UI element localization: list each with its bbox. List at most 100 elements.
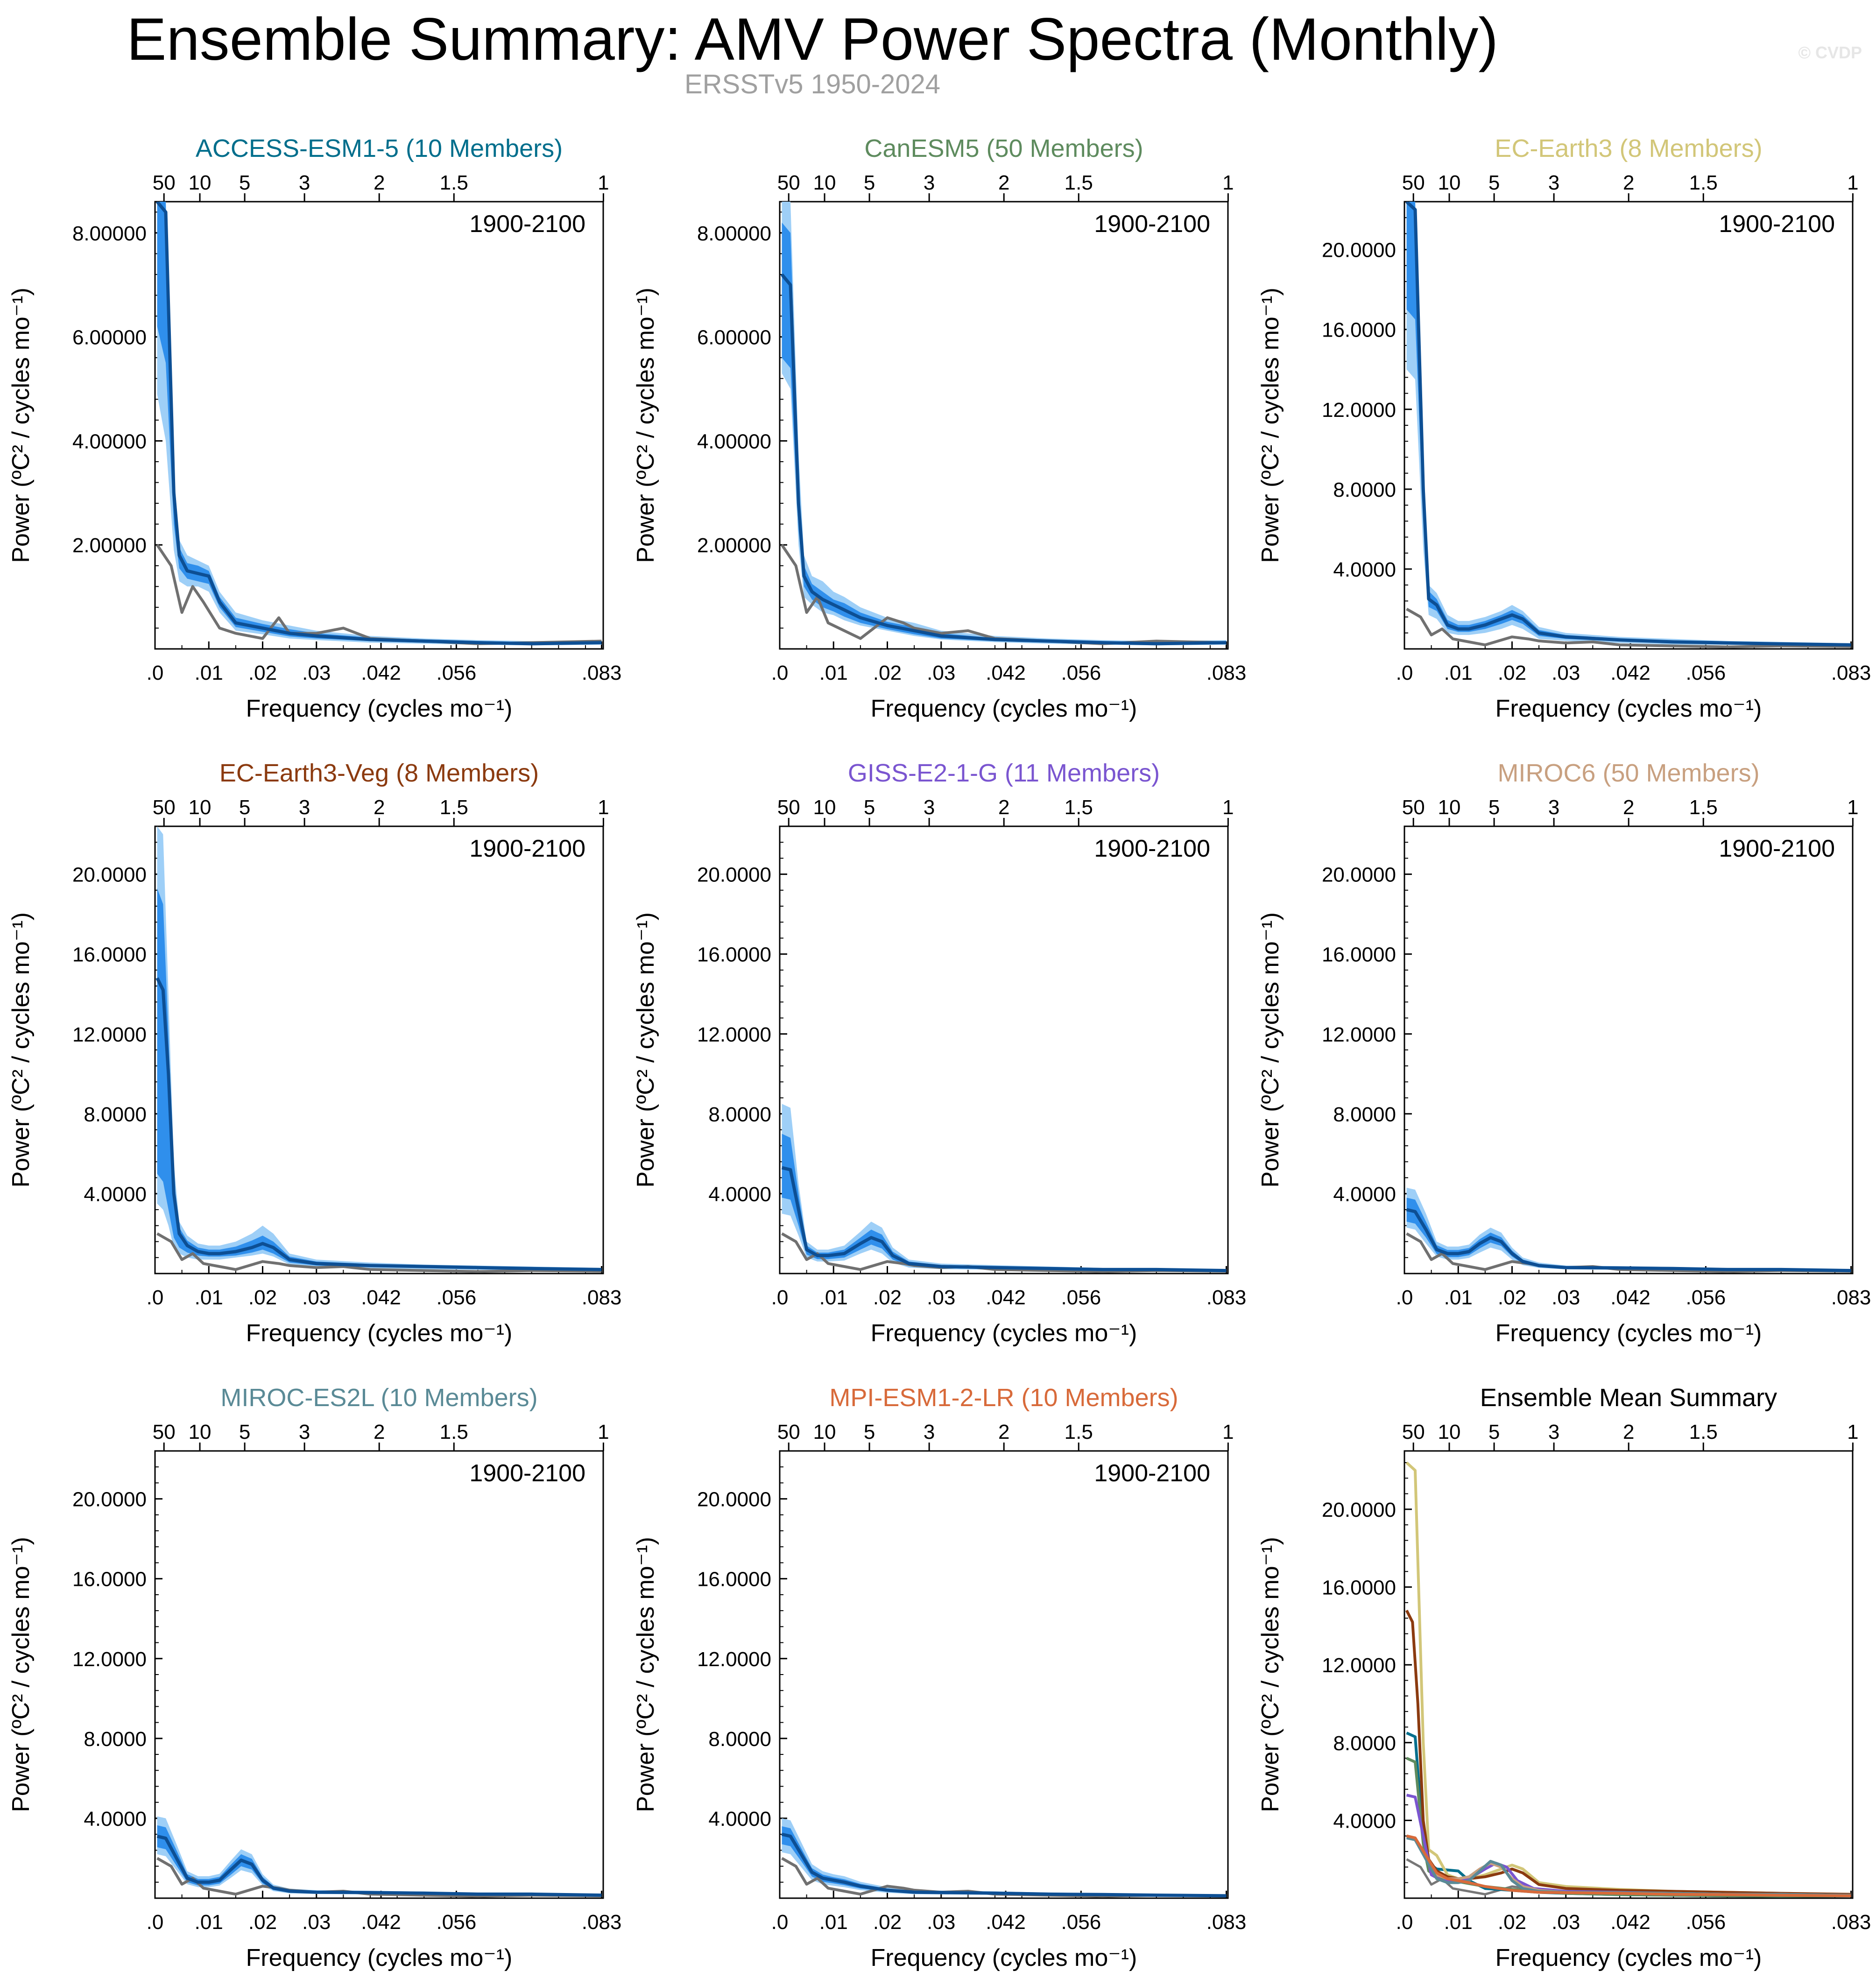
top-tick-label: 2 bbox=[374, 796, 385, 819]
chart-panel-9: Ensemble Mean Summary .0 .01 .02 .03 .042 .056… bbox=[1257, 1384, 1871, 1971]
x-axis-label: Frequency (cycles mo⁻¹) bbox=[1495, 1320, 1762, 1347]
y-axis-label: Power (ºC² / cycles mo⁻¹) bbox=[7, 912, 35, 1188]
x-tick-label: .02 bbox=[248, 1286, 277, 1309]
top-tick-label: 3 bbox=[924, 1421, 935, 1443]
x-tick-label: .01 bbox=[1444, 1286, 1473, 1309]
ensemble-mean-line bbox=[156, 1834, 602, 1897]
period-label: 1900-2100 bbox=[469, 1460, 585, 1487]
top-tick-label: 10 bbox=[1438, 171, 1461, 194]
top-tick-label: 5 bbox=[239, 796, 250, 819]
x-tick-label: .042 bbox=[986, 1286, 1026, 1309]
period-label: 1900-2100 bbox=[1719, 835, 1835, 862]
period-label: 1900-2100 bbox=[469, 835, 585, 862]
x-tick-label: .02 bbox=[873, 1286, 902, 1309]
y-tick-label: 16.0000 bbox=[1322, 1577, 1396, 1599]
top-tick-label: 50 bbox=[1402, 796, 1425, 819]
top-tick-label: 1.5 bbox=[440, 796, 468, 819]
plot-frame bbox=[779, 1450, 1229, 1899]
top-tick-label: 50 bbox=[777, 1421, 800, 1443]
top-tick-label: 10 bbox=[189, 1421, 212, 1443]
y-axis-label: Power (ºC² / cycles mo⁻¹) bbox=[632, 912, 659, 1188]
y-tick-label: 8.0000 bbox=[84, 1728, 147, 1751]
top-tick-label: 1.5 bbox=[1065, 1421, 1093, 1443]
y-tick-label: 16.0000 bbox=[72, 1568, 147, 1591]
top-tick-label: 1 bbox=[598, 171, 609, 194]
x-tick-label: .0 bbox=[1396, 662, 1413, 684]
y-axis-label: Power (ºC² / cycles mo⁻¹) bbox=[7, 1537, 35, 1812]
ensemble-mean-line bbox=[1405, 202, 1851, 647]
y-tick-label: 4.00000 bbox=[72, 430, 147, 453]
panel-title: EC-Earth3-Veg (8 Members) bbox=[219, 759, 539, 787]
plot-area bbox=[155, 202, 602, 646]
spread-inner-band bbox=[782, 1133, 1227, 1271]
top-tick-label: 10 bbox=[1438, 1421, 1461, 1443]
x-axis-label: Frequency (cycles mo⁻¹) bbox=[246, 695, 513, 722]
top-tick-label: 50 bbox=[1402, 171, 1425, 194]
y-tick-label: 8.00000 bbox=[697, 222, 771, 245]
x-axis-label: Frequency (cycles mo⁻¹) bbox=[246, 1944, 513, 1971]
x-tick-label: .083 bbox=[1206, 1911, 1247, 1934]
x-tick-label: .0 bbox=[771, 1286, 789, 1309]
model-mean-line bbox=[1406, 1834, 1851, 1897]
x-tick-label: .02 bbox=[1498, 1286, 1526, 1309]
top-tick-label: 1 bbox=[1847, 1421, 1858, 1443]
top-tick-label: 3 bbox=[1548, 796, 1559, 819]
y-tick-label: 4.00000 bbox=[697, 430, 771, 453]
x-tick-label: .01 bbox=[1444, 662, 1473, 684]
period-label: 1900-2100 bbox=[1094, 1460, 1210, 1487]
ensemble-mean-line bbox=[155, 202, 602, 646]
top-tick-label: 50 bbox=[153, 796, 176, 819]
x-tick-label: .02 bbox=[1498, 1911, 1526, 1934]
top-tick-label: 50 bbox=[153, 171, 176, 194]
x-tick-label: .0 bbox=[1396, 1911, 1413, 1934]
plot-area bbox=[1406, 1188, 1851, 1273]
panel-title: MPI-ESM1-2-LR (10 Members) bbox=[829, 1384, 1178, 1412]
y-axis-label: Power (ºC² / cycles mo⁻¹) bbox=[7, 288, 35, 563]
top-tick-label: 3 bbox=[924, 171, 935, 194]
x-tick-label: .042 bbox=[361, 662, 401, 684]
obs-line bbox=[1406, 607, 1851, 648]
x-tick-label: .042 bbox=[986, 1911, 1026, 1934]
y-tick-label: 6.00000 bbox=[72, 326, 147, 349]
chart-panel-4: EC-Earth3-Veg (8 Members) 1900-2100 .0 .01.… bbox=[7, 759, 621, 1347]
y-tick-label: 20.0000 bbox=[697, 1488, 771, 1511]
y-axis-label: Power (ºC² / cycles mo⁻¹) bbox=[632, 1537, 659, 1812]
top-tick-label: 2 bbox=[1623, 171, 1634, 194]
x-axis-label: Frequency (cycles mo⁻¹) bbox=[871, 695, 1137, 722]
top-tick-label: 5 bbox=[864, 171, 875, 194]
x-axis-label: Frequency (cycles mo⁻¹) bbox=[1495, 695, 1762, 722]
y-tick-label: 8.00000 bbox=[72, 222, 147, 245]
plot-area bbox=[156, 1816, 602, 1898]
x-tick-label: .083 bbox=[1831, 1286, 1871, 1309]
x-tick-label: .056 bbox=[437, 1911, 477, 1934]
top-tick-label: 10 bbox=[813, 1421, 836, 1443]
y-tick-label: 16.0000 bbox=[1322, 319, 1396, 342]
period-label: 1900-2100 bbox=[469, 211, 585, 238]
top-tick-label: 3 bbox=[299, 796, 310, 819]
top-tick-label: 1 bbox=[1222, 171, 1234, 194]
y-tick-label: 8.0000 bbox=[1333, 1103, 1396, 1126]
x-tick-label: .042 bbox=[361, 1911, 401, 1934]
top-tick-label: 1 bbox=[1222, 1421, 1234, 1443]
top-tick-label: 3 bbox=[299, 171, 310, 194]
x-tick-label: .0 bbox=[1396, 1286, 1413, 1309]
y-tick-label: 16.0000 bbox=[697, 1568, 771, 1591]
x-tick-label: .083 bbox=[1206, 1286, 1247, 1309]
x-tick-label: .03 bbox=[927, 1286, 955, 1309]
top-tick-label: 5 bbox=[1488, 1421, 1500, 1443]
x-tick-label: .083 bbox=[1831, 662, 1871, 684]
x-tick-label: .0 bbox=[771, 662, 789, 684]
x-tick-label: .0 bbox=[147, 1286, 164, 1309]
top-tick-label: 5 bbox=[864, 1421, 875, 1443]
panel-title: ACCESS-ESM1-5 (10 Members) bbox=[196, 134, 563, 162]
y-tick-label: 16.0000 bbox=[72, 943, 147, 966]
x-tick-label: .056 bbox=[1686, 1911, 1726, 1934]
y-tick-label: 8.0000 bbox=[1333, 479, 1396, 501]
y-tick-label: 20.0000 bbox=[1322, 1499, 1396, 1521]
x-tick-label: .01 bbox=[819, 662, 848, 684]
x-tick-label: .02 bbox=[873, 1911, 902, 1934]
chart-panel-1: ACCESS-ESM1-5 (10 Members) 1900-2100 .0 .01… bbox=[7, 134, 621, 722]
top-tick-label: 1.5 bbox=[1065, 171, 1093, 194]
ensemble-mean-line bbox=[781, 1166, 1227, 1273]
top-tick-label: 10 bbox=[1438, 796, 1461, 819]
